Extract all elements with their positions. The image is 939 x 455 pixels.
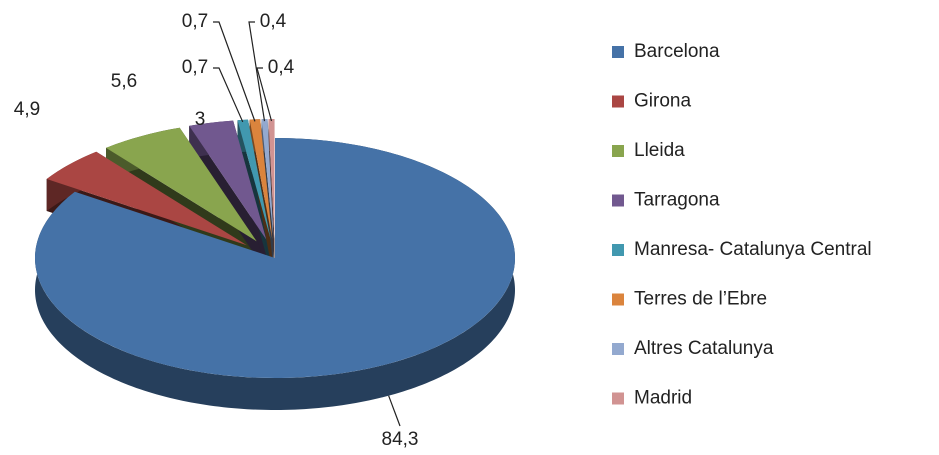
legend-label: Altres Catalunya [634,338,774,359]
legend-swatch [612,293,624,306]
data-label: 0,7 [182,11,208,32]
slice [106,127,257,242]
slice [46,151,247,246]
leader-line [248,21,266,122]
data-label: 0,4 [260,11,287,32]
legend-swatch [612,343,624,355]
legend-label: Terres de l’Ebre [634,289,767,310]
legend-label: Madrid [634,388,692,409]
leader-line [213,67,244,123]
slice [249,119,273,240]
legend-label: Manresa- Catalunya Central [634,239,872,260]
legend-label: Barcelona [634,41,720,62]
legend-swatch [612,46,624,58]
data-label: 4,9 [14,99,40,120]
slice [189,120,267,240]
leader-line [213,21,256,122]
leader-line [388,395,401,427]
legend-label: Girona [634,91,691,112]
legend-swatch [612,194,624,207]
legend-swatch [612,392,624,405]
data-label: 3 [195,109,206,130]
data-label: 0,4 [268,57,295,78]
legend-label: Lleida [634,140,685,161]
slice [261,119,274,240]
data-label: 84,3 [382,429,419,450]
slice [237,119,271,240]
data-label: 5,6 [111,71,137,92]
leader-line [256,67,273,122]
legend-label: Tarragona [634,190,720,211]
legend-swatch [612,95,624,108]
legend-swatch [612,244,624,256]
data-label: 0,7 [182,57,208,78]
legend-swatch [612,145,624,157]
slice [35,138,516,379]
slice [268,119,275,240]
